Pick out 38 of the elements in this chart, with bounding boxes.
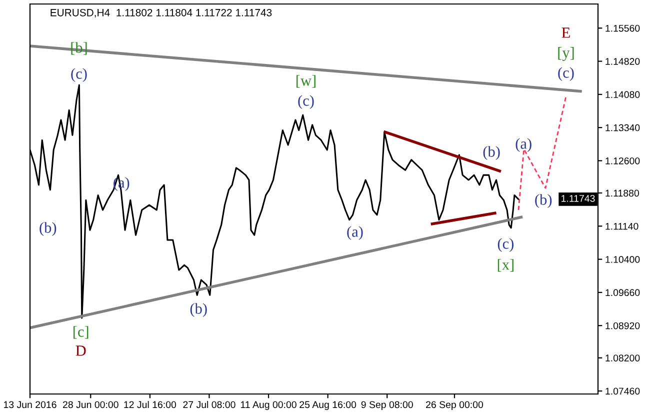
y-tick-label: 1.07460: [606, 388, 640, 395]
annotation: (b): [40, 222, 56, 236]
x-tick-label: 11 Aug 00:00: [240, 401, 296, 410]
annotation: (a): [516, 138, 532, 152]
annotation: [w]: [296, 75, 316, 88]
x-tick-label: 25 Aug 16:00: [300, 401, 356, 410]
x-tick-label: 28 Jun 00:00: [63, 401, 118, 408]
y-tick-label: 1.14820: [606, 58, 640, 65]
x-tick-label: 13 Jun 2016: [4, 401, 56, 408]
annotation: (c): [558, 67, 574, 81]
y-tick-label: 1.12600: [606, 157, 640, 164]
y-tick-label: 1.11880: [606, 190, 639, 197]
y-tick-label: 1.15560: [606, 24, 640, 32]
y-tick-label: 1.13340: [606, 124, 640, 132]
y-tick-label: 1.14080: [606, 91, 640, 98]
y-tick-label: 1.11140: [606, 222, 638, 230]
annotation: (c): [498, 238, 514, 252]
annotation: D: [76, 346, 86, 356]
annotation: [c]: [74, 326, 88, 339]
annotation: (c): [298, 95, 314, 109]
annotation: (c): [71, 68, 87, 82]
annotation: (b): [483, 146, 500, 160]
y-tick-label: 1.10400: [606, 256, 640, 263]
y-tick-label: 1.09660: [606, 289, 640, 296]
annotation: E: [562, 28, 570, 38]
annotation: (b): [535, 194, 552, 208]
x-tick-label: 26 Sep 00:00: [426, 401, 484, 410]
chart-title: EURUSD,H4 1.11802 1.11804 1.11722 1.11743: [50, 8, 272, 18]
annotation: [y]: [558, 47, 574, 61]
x-tick-label: 12 Jul 16:00: [124, 400, 176, 408]
y-tick-label: 1.08920: [606, 322, 640, 330]
annotation: [x]: [498, 259, 514, 272]
x-tick-label: 9 Sep 08:00: [361, 401, 413, 410]
x-tick-label: 27 Jul 08:00: [183, 400, 236, 408]
y-tick-label: 1.08200: [606, 354, 640, 362]
annotation: (b): [190, 303, 207, 317]
annotation: (a): [347, 226, 363, 240]
annotation: 1.11743: [562, 194, 595, 202]
